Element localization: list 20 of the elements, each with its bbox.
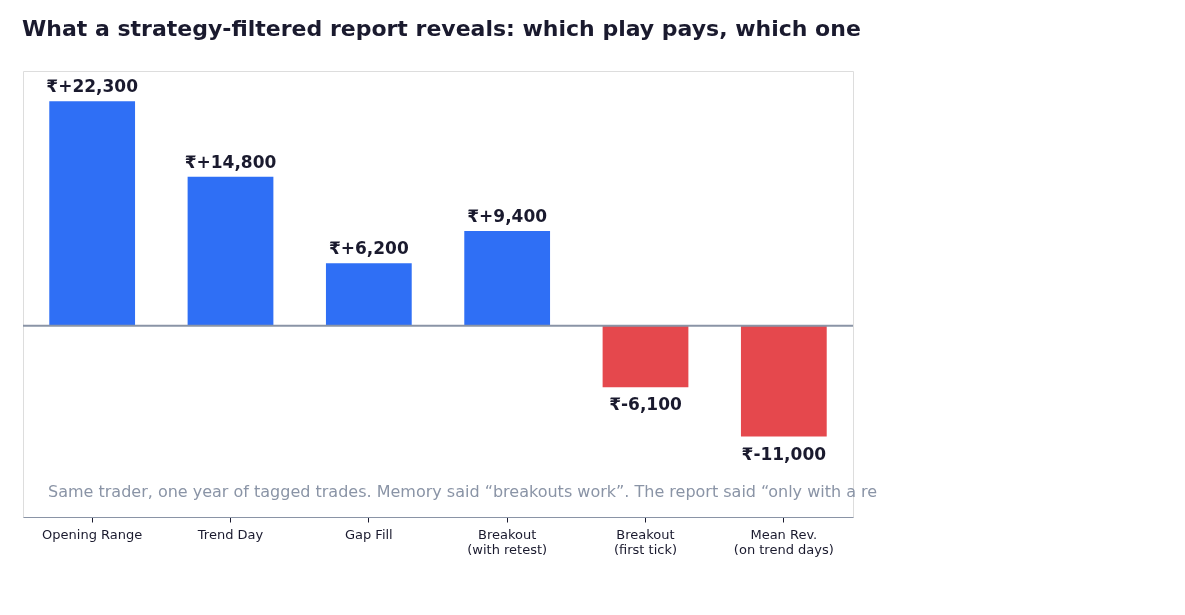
x-tick-label: Opening Range: [42, 526, 143, 542]
x-tick-label: Trend Day: [196, 526, 264, 542]
bar: [49, 101, 136, 326]
data-label: ₹+9,400: [467, 206, 548, 227]
bar: [325, 263, 412, 326]
x-tick-label: Gap Fill: [344, 526, 393, 542]
data-label: ₹-11,000: [741, 443, 827, 464]
x-tick-label: Breakout (with retest): [467, 526, 548, 557]
chart-title: What a strategy-filtered report reveals: which play pays, which one: [22, 16, 861, 41]
text: Same trader, one year of tagged trades. Memory said “breakouts work”. The report said “only with a re: [48, 482, 878, 501]
x-tick-label: Mean Rev. (on trend days): [733, 526, 834, 557]
data-label: ₹+14,800: [184, 151, 277, 172]
bar: [187, 176, 274, 326]
data-label: ₹-6,100: [609, 394, 682, 415]
bar: [602, 325, 689, 388]
bar: [464, 231, 551, 326]
data-label: ₹+6,200: [328, 238, 409, 259]
bar: [740, 325, 827, 437]
x-tick-label: Breakout (first tick): [613, 526, 678, 557]
data-label: ₹+22,300: [46, 76, 139, 97]
